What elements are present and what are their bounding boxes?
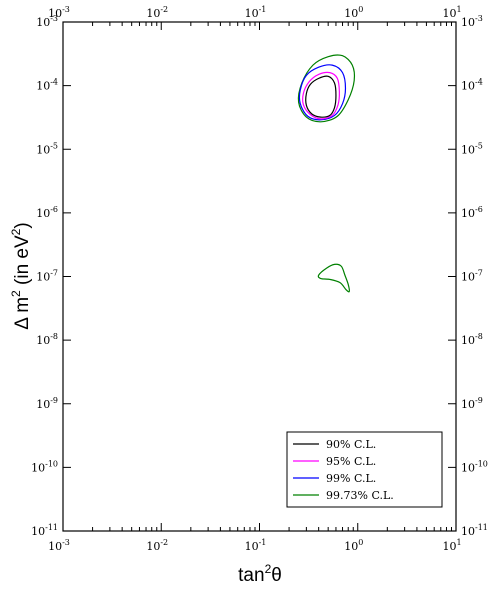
y-tick-label: 10-4 — [36, 78, 58, 93]
y-tick-label: 10-9 — [36, 396, 58, 411]
legend-entries: 90% C.L. 95% C.L. 99% C.L. 99.73% C.L. — [293, 438, 394, 502]
contour-lines — [297, 54, 356, 293]
y-tick-label-right: 10-8 — [461, 332, 483, 347]
y-tick-label-right: 10-10 — [461, 459, 488, 474]
x-tick-label-top: 100 — [344, 5, 363, 20]
y-tick-label: 10-11 — [31, 523, 58, 538]
x-tick-label: 10-1 — [245, 538, 267, 553]
contour-99-c-l-1 — [298, 64, 347, 121]
x-tick-label: 10-2 — [146, 538, 168, 553]
x-tick-label-top: 101 — [442, 5, 461, 20]
x-tick-label-top: 10-1 — [245, 5, 267, 20]
legend-label: 99% C.L. — [326, 472, 376, 485]
legend: 90% C.L. 95% C.L. 99% C.L. 99.73% C.L. — [286, 431, 443, 508]
legend-label: 95% C.L. — [326, 455, 376, 468]
y-tick-label-right: 10-3 — [461, 14, 483, 29]
axis-ticks — [62, 21, 457, 532]
y-tick-label: 10-8 — [36, 332, 58, 347]
tick-labels: 10-310-310-210-210-110-110010010110110-1… — [31, 5, 488, 553]
contour-99-73-c-l-2 — [317, 263, 350, 293]
x-tick-label: 100 — [344, 538, 363, 553]
y-tick-label: 10-7 — [36, 269, 58, 284]
y-tick-label: 10-6 — [36, 205, 58, 220]
legend-label: 99.73% C.L. — [326, 489, 394, 502]
y-tick-label: 10-5 — [36, 141, 58, 156]
y-tick-label-right: 10-7 — [461, 269, 483, 284]
y-tick-label-right: 10-6 — [461, 205, 483, 220]
contour-90-c-l-1 — [305, 75, 337, 118]
y-tick-label: 10-10 — [31, 459, 58, 474]
y-tick-label: 10-3 — [36, 14, 58, 29]
x-tick-label-top: 10-2 — [146, 5, 168, 20]
x-tick-label: 10-3 — [48, 538, 70, 553]
legend-label: 90% C.L. — [326, 438, 376, 451]
x-tick-label-top: 10-3 — [48, 5, 70, 20]
contour-95-c-l-1 — [302, 71, 340, 120]
y-tick-label-right: 10-9 — [461, 396, 483, 411]
y-tick-label-right: 10-5 — [461, 141, 483, 156]
x-axis-title: tan2θ — [238, 562, 282, 586]
y-tick-label-right: 10-4 — [461, 78, 483, 93]
contour-99-73-c-l-1 — [297, 54, 356, 123]
y-axis-title: Δ m2 (in eV2) — [9, 222, 33, 329]
x-tick-label: 101 — [442, 538, 461, 553]
y-tick-label-right: 10-11 — [461, 523, 488, 538]
